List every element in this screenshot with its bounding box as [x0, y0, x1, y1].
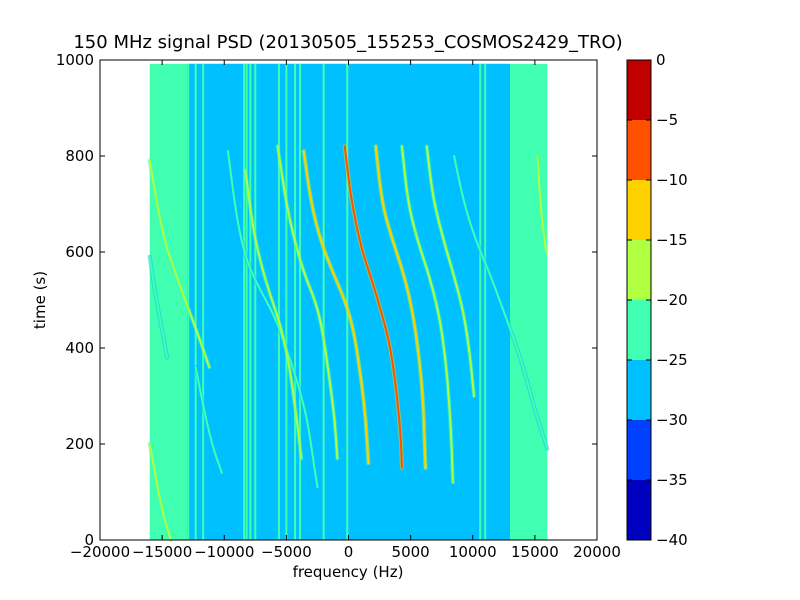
- y-tick-label: 600: [65, 243, 94, 261]
- noise-floor-region: [186, 63, 511, 541]
- signal-trace: [425, 145, 475, 397]
- y-axis-label: time (s): [31, 271, 49, 329]
- colorbar-level: [627, 360, 651, 420]
- colorbar-tick-label: −30: [656, 411, 688, 429]
- signal-trace: [194, 366, 223, 474]
- x-tick-label: 5000: [392, 543, 430, 561]
- colorbar: 0 −5 −10 −15 −20 −25 −30 −35 −40: [626, 51, 688, 549]
- colorbar-tick-label: −5: [656, 111, 678, 129]
- colorbar-tick-label: −15: [656, 231, 688, 249]
- colorbar-tick-label: −35: [656, 471, 688, 489]
- x-tick-label: 15000: [511, 543, 559, 561]
- colorbar-tick-label: −10: [656, 171, 688, 189]
- signal-trace: [453, 155, 549, 450]
- colorbar-tick-label: −20: [656, 291, 688, 309]
- colorbar-level: [627, 120, 651, 180]
- colorbar-level: [627, 240, 651, 300]
- x-axis-label: frequency (Hz): [293, 563, 404, 581]
- colorbar-level: [627, 60, 651, 120]
- y-tick-label: 200: [65, 435, 94, 453]
- colorbar-level: [627, 480, 651, 540]
- signal-trace: [302, 150, 370, 465]
- y-tick-label: 400: [65, 339, 94, 357]
- colorbar-level: [627, 300, 651, 360]
- x-tick-label: 20000: [573, 543, 621, 561]
- x-tick-label: 10000: [449, 543, 497, 561]
- signal-trace: [148, 159, 211, 369]
- signal-trace: [343, 145, 403, 469]
- plot-area: [147, 63, 550, 542]
- signal-trace: [374, 145, 427, 469]
- colorbar-tick-label: −25: [656, 351, 688, 369]
- chart-title: 150 MHz signal PSD (20130505_155253_COSM…: [73, 32, 622, 53]
- colorbar-tick-label: 0: [656, 51, 666, 69]
- y-tick-label: 800: [65, 147, 94, 165]
- colorbar-level: [627, 180, 651, 240]
- x-tick-label: 0: [344, 543, 354, 561]
- signal-trace: [148, 443, 172, 541]
- y-tick-label: 1000: [56, 51, 94, 69]
- signal-trace: [148, 255, 169, 359]
- x-tick-label: −5000: [261, 543, 312, 561]
- signal-trace: [536, 155, 548, 253]
- axis-ticks: −20000 −15000 −10000 −5000 0 5000 10000 15000 20…: [56, 51, 621, 561]
- y-tick-label: 0: [84, 531, 94, 549]
- x-tick-label: −20000: [70, 543, 130, 561]
- x-tick-label: −15000: [132, 543, 192, 561]
- colorbar-level: [627, 420, 651, 480]
- x-tick-label: −10000: [194, 543, 254, 561]
- colorbar-tick-label: −40: [656, 531, 688, 549]
- signal-trace: [276, 145, 339, 460]
- signal-trace: [227, 150, 319, 489]
- signal-trace: [244, 169, 303, 460]
- signal-trace: [400, 145, 454, 484]
